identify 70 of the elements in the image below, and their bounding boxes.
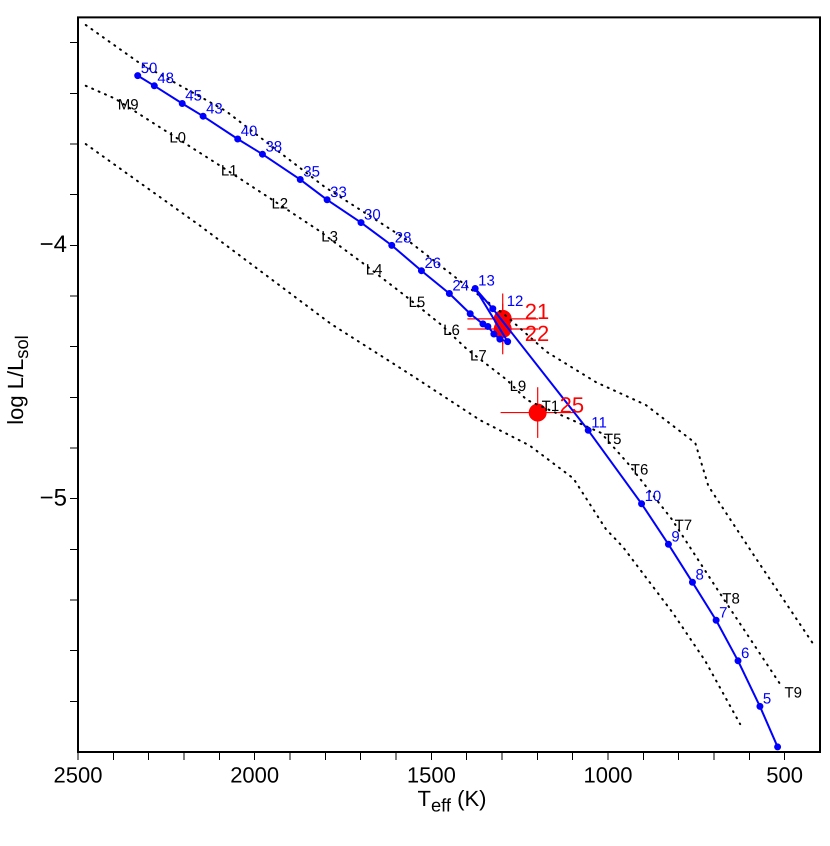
annotation: 10 (644, 488, 662, 505)
point (324, 196, 331, 204)
annotation: 22 (524, 321, 550, 346)
annotation: L2 (271, 195, 288, 212)
annotation: 12 (506, 292, 524, 310)
x-tick-label: 2500 (54, 762, 102, 788)
x-tick-label: 1500 (406, 762, 456, 788)
point (664, 540, 672, 548)
annotation: 28 (394, 230, 412, 247)
annotation: 48 (157, 70, 174, 87)
x-tick-label: 1000 (584, 762, 632, 788)
annotation: T6 (630, 461, 648, 478)
annotation: 35 (303, 164, 320, 181)
point (446, 290, 453, 298)
annotation: 21 (524, 298, 550, 324)
point (472, 284, 479, 292)
annotation: L3 (321, 228, 338, 246)
point (134, 72, 142, 80)
annotation: 6 (741, 644, 750, 662)
annotation: T1 (542, 398, 560, 416)
annotation: L5 (408, 294, 426, 312)
annotation: 26 (424, 254, 442, 272)
annotation: 50 (140, 60, 158, 77)
point (712, 616, 720, 624)
point (688, 578, 696, 586)
point (504, 338, 512, 346)
x-tick-label: 2000 (230, 762, 280, 788)
annotation: L4 (366, 261, 382, 278)
point (418, 267, 425, 274)
point (584, 426, 592, 434)
annotation: 11 (591, 414, 607, 432)
annotation: 30 (364, 206, 381, 224)
annotation: L1 (220, 162, 238, 180)
annotation: 9 (671, 528, 680, 546)
point (490, 330, 498, 338)
point (489, 305, 496, 312)
annotation: 5 (762, 690, 772, 708)
point (638, 500, 646, 508)
x-tick-label: 500 (766, 762, 804, 788)
point (234, 135, 242, 142)
point (734, 657, 742, 664)
annotation: 8 (695, 566, 704, 584)
x-axis-title: T$_{eff}$ (K) (416, 786, 488, 816)
point (484, 322, 492, 330)
y-tick-label: −5 (40, 484, 67, 512)
point (756, 702, 764, 710)
point (466, 310, 474, 318)
annotation: 33 (330, 184, 347, 201)
annotation: 38 (265, 138, 282, 156)
point (150, 82, 158, 90)
line-series (84, 143, 742, 726)
annotation: 13 (478, 272, 495, 290)
annotation: T9 (784, 684, 802, 702)
annotation: M9 (118, 96, 139, 114)
point (358, 219, 365, 226)
annotation: T5 (604, 430, 622, 448)
annotation: 45 (185, 88, 202, 105)
annotation: L9 (510, 378, 526, 395)
point (200, 112, 207, 120)
point (774, 743, 782, 750)
point (388, 242, 396, 249)
annotation: 43 (206, 100, 223, 118)
annotation: 40 (240, 123, 258, 140)
point (296, 176, 304, 184)
point (178, 100, 186, 108)
y-tick-label: −4 (40, 231, 67, 258)
annotation: 24 (452, 278, 470, 295)
point (258, 150, 266, 158)
point (479, 320, 486, 328)
point (496, 336, 504, 343)
